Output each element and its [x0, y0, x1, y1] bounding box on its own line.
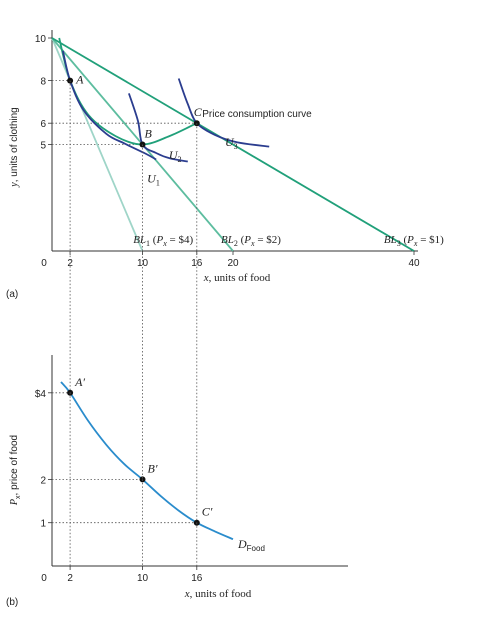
panel-a-point-label-B: B — [145, 127, 153, 141]
panel-a-xlabel-var: x — [203, 272, 209, 284]
panel-b-points — [67, 389, 200, 526]
panel-b-ticks: 0 2 10 16 1 2 $4 — [35, 389, 203, 584]
panel-a-xtick-label-0: 0 — [41, 258, 47, 269]
panel-b-xtick-label-0: 0 — [41, 573, 47, 584]
panel-a-ytick-label-1: 6 — [40, 119, 46, 130]
panel-b-point-label-A′: A′ — [74, 375, 85, 389]
panel-a-point-label-A: A — [75, 73, 84, 87]
indifference-curve-label-u3: U3 — [225, 135, 238, 151]
panel-connector-lines — [69, 80, 198, 566]
panel-a-xtick-label-5: 40 — [408, 258, 420, 269]
indifference-curve-label-u2: U2 — [169, 148, 182, 164]
panel-b-xlabel-var: x — [184, 588, 190, 600]
panel-b-xtick-label-2: 10 — [137, 573, 149, 584]
panel-b-ylabel-var: P — [9, 499, 20, 506]
panel-b-xtick-label-1: 2 — [67, 573, 73, 584]
budget-line-label-2: BL2 (Px = $2) — [221, 234, 281, 248]
panel-a-tag: (a) — [6, 289, 18, 300]
price-consumption-curve-label: Price consumption curve — [202, 109, 312, 120]
indifference-curve-u2 — [128, 93, 188, 163]
budget-line-label-3: BL3 (Px = $1) — [384, 234, 444, 248]
budget-line-3 — [51, 37, 415, 252]
panel-a-ylabel-rest: , units of clothing — [9, 107, 20, 182]
panel-b-x-axis-title: x, units of food — [184, 588, 252, 600]
panel-b-guides — [52, 392, 197, 524]
panel-b-xtick-label-3: 16 — [191, 573, 203, 584]
panel-b-y-axis-title: Px, price of food — [9, 435, 22, 506]
panel-b-point-label-B′: B′ — [148, 461, 158, 475]
indifference-curve-u3 — [177, 78, 270, 148]
panel-a-ytick-label-3: 10 — [35, 34, 47, 45]
panel-b-tag: (b) — [6, 597, 18, 608]
panel-b-xlabel-rest: , units of food — [190, 588, 252, 600]
panel-b-ytick-label-0: 1 — [40, 519, 46, 530]
panel-b-point-label-C′: C′ — [202, 505, 213, 519]
indifference-curve-label-u1: U1 — [147, 171, 160, 187]
panel-a-curves — [58, 37, 270, 163]
panel-b-ytick-label-2: $4 — [35, 389, 47, 400]
panel-b-ylabel-sub: x — [15, 495, 22, 499]
panel-a-point-label-C: C — [194, 105, 203, 119]
panel-a-x-axis-title: x, units of food — [203, 272, 271, 284]
panel-a-ylabel-var: y — [9, 182, 20, 188]
budget-line-1 — [51, 37, 144, 252]
panel-a-ytick-label-0: 5 — [40, 141, 46, 152]
panel-a-guides — [52, 80, 197, 145]
demand-curve-label: DFood — [237, 537, 265, 553]
panel-a-xlabel-rest: , units of food — [209, 272, 271, 284]
panel-b-ylabel-rest: , price of food — [9, 435, 20, 496]
panel-a-xtick-label-4: 20 — [227, 258, 239, 269]
panel-b-labels: A′ B′ C′ DFood — [74, 375, 265, 553]
panel-a-ytick-label-2: 8 — [40, 77, 46, 88]
panel-b-ytick-label-1: 2 — [40, 475, 46, 486]
panel-a-y-axis-title: y, units of clothing — [9, 107, 20, 188]
